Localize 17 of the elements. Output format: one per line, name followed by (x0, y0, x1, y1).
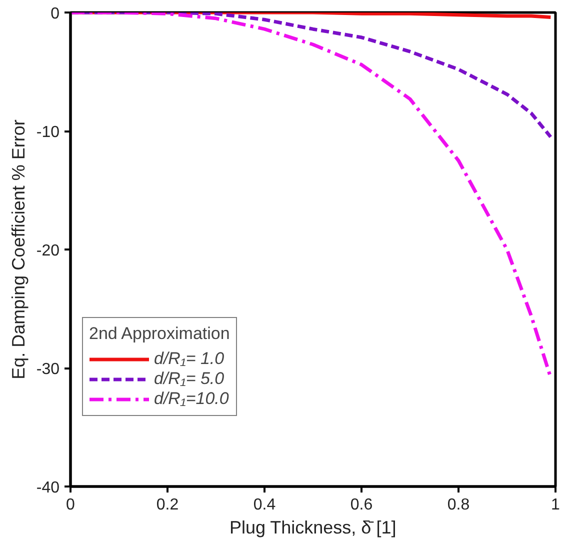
legend-label: d/R₁=10.0 (154, 389, 229, 409)
y-tick-label: -30 (36, 361, 60, 378)
y-axis-title: Eq. Damping Coefficient % Error (8, 120, 28, 380)
y-tick-label: -20 (36, 242, 60, 260)
legend-label: d/R₁= 5.0 (154, 369, 224, 389)
legend-label: d/R₁= 1.0 (154, 349, 224, 369)
x-tick-label: 0.2 (156, 496, 179, 514)
y-tick-label: -10 (36, 124, 60, 141)
x-tick-label: 0.4 (253, 496, 276, 514)
x-axis-title: Plug Thickness, δ̄ [1] (229, 518, 396, 538)
x-tick-label: 1 (551, 496, 560, 514)
x-tick-label: 0 (66, 496, 76, 514)
x-tick-label: 0.8 (447, 496, 470, 514)
legend-title: 2nd Approximation (89, 324, 230, 344)
y-tick-label: -40 (36, 480, 60, 496)
x-tick-label: 0.6 (350, 496, 373, 514)
y-tick-label: 0 (50, 6, 60, 22)
